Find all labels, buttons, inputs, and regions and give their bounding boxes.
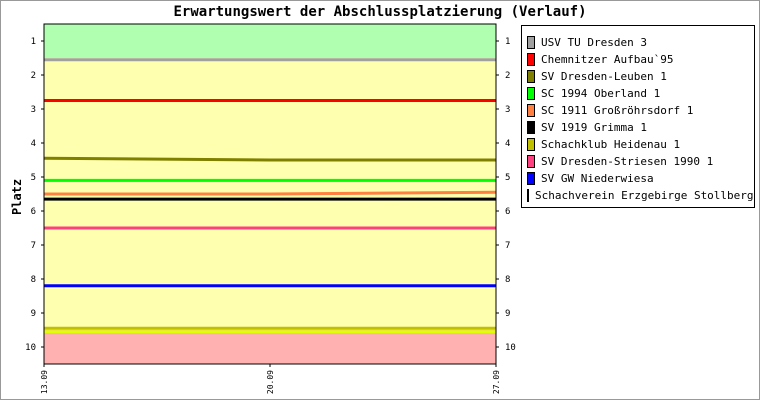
y-tick-label-right-3: 4 [505,139,510,149]
legend-swatch-6 [527,138,535,151]
y-tick-label-right-4: 5 [505,173,510,183]
y-tick-label-left-8: 9 [31,309,36,319]
x-tick-label-2: 27.09 [492,370,501,394]
legend: USV TU Dresden 3 Chemnitzer Aufbau`95 SV D… [521,25,760,208]
legend-label-5: SV 1919 Grimma 1 [541,121,647,134]
legend-item-4: SC 1911 Großröhrsdorf 1 [522,102,754,119]
y-tick-label-right-6: 7 [505,241,510,251]
legend-label-6: Schachklub Heidenau 1 [541,138,681,151]
y-tick-label-right-1: 2 [505,71,510,81]
y-tick-label-left-9: 10 [25,343,36,353]
legend-swatch-0 [527,36,535,49]
legend-label-4: SC 1911 Großröhrsdorf 1 [541,104,694,117]
legend-swatch-9 [527,189,529,202]
y-tick-label-right-5: 6 [505,207,510,217]
x-tick-label-1: 20.09 [266,370,275,394]
y-tick-label-right-8: 9 [505,309,510,319]
legend-swatch-8 [527,172,535,185]
y-tick-label-left-2: 3 [31,105,36,115]
legend-label-3: SC 1994 Oberland 1 [541,87,661,100]
legend-swatch-1 [527,53,535,66]
y-tick-label-left-5: 6 [31,207,36,217]
zone-band-2 [44,330,496,364]
legend-item-5: SV 1919 Grimma 1 [522,119,754,136]
y-tick-label-right-9: 10 [505,343,516,353]
legend-item-0: USV TU Dresden 3 [522,34,754,51]
series-layer [43,58,497,334]
zone-band-0 [44,24,496,58]
legend-label-8: SV GW Niederwiesa [541,172,654,185]
y-tick-label-right-0: 1 [505,37,510,47]
series-line-4 [44,190,497,196]
legend-swatch-4 [527,104,535,117]
legend-item-1: Chemnitzer Aufbau`95 [522,51,754,68]
legend-item-2: SV Dresden-Leuben 1 [522,68,754,85]
y-tick-label-left-0: 1 [31,37,36,47]
legend-label-0: USV TU Dresden 3 [541,36,647,49]
ticks-layer: 1 1 2 2 3 3 4 4 5 5 6 6 7 7 8 8 9 9 10 10 13.09 20.09 27.09 [25,37,516,394]
x-tick-label-0: 13.09 [40,370,49,394]
legend-item-9: Schachverein Erzgebirge Stollberg 1 [522,187,760,204]
chart-title: Erwartungswert der Abschlussplatzierung … [173,4,587,20]
y-tick-label-left-1: 2 [31,71,36,81]
legend-label-2: SV Dresden-Leuben 1 [541,70,667,83]
legend-swatch-3 [527,87,535,100]
legend-swatch-2 [527,70,535,83]
y-tick-label-right-7: 8 [505,275,510,285]
legend-swatch-5 [527,121,535,134]
legend-item-3: SC 1994 Oberland 1 [522,85,754,102]
y-tick-label-right-2: 3 [505,105,510,115]
legend-item-8: SV GW Niederwiesa [522,170,754,187]
y-tick-label-left-6: 7 [31,241,36,251]
legend-label-1: Chemnitzer Aufbau`95 [541,53,674,66]
y-tick-label-left-7: 8 [31,275,36,285]
series-line-2 [43,156,496,162]
legend-label-7: SV Dresden-Striesen 1990 1 [541,155,714,168]
legend-swatch-7 [527,155,535,168]
legend-item-7: SV Dresden-Striesen 1990 1 [522,153,754,170]
legend-item-6: Schachklub Heidenau 1 [522,136,754,153]
y-tick-label-left-4: 5 [31,173,36,183]
legend-label-9: Schachverein Erzgebirge Stollberg 1 [535,189,760,202]
y-tick-label-left-3: 4 [31,139,36,149]
